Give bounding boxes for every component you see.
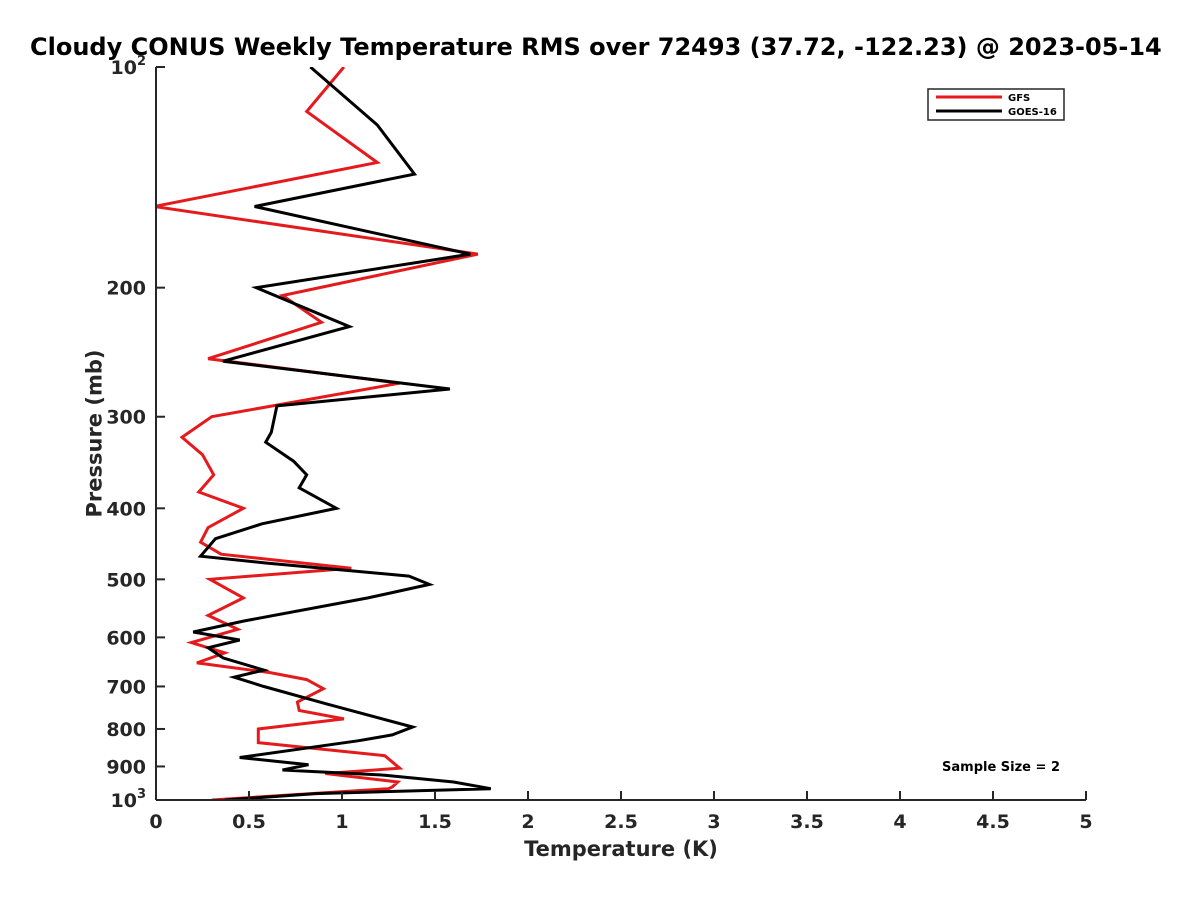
x-tick-label: 3.5: [790, 811, 824, 833]
y-tick-label: 400: [106, 498, 146, 520]
y-tick-label: 900: [106, 756, 146, 778]
x-tick-label: 3: [707, 811, 720, 833]
x-tick-label: 4.5: [976, 811, 1010, 833]
x-tick-label: 2.5: [604, 811, 638, 833]
plot-area: [156, 67, 492, 800]
x-tick-label: 5: [1079, 811, 1092, 833]
y-tick-label: 700: [106, 676, 146, 698]
legend-box: [927, 88, 1065, 121]
y-tick-label: 102: [111, 54, 147, 79]
legend-label: GFS: [1008, 93, 1030, 104]
y-tick-label: 103: [111, 787, 147, 812]
y-tick-label: 500: [106, 569, 146, 591]
y-tick-label: 600: [106, 627, 146, 649]
x-tick-label: 0: [149, 811, 162, 833]
x-tick-label: 4: [893, 811, 906, 833]
y-axis-label: Pressure (mb): [82, 350, 106, 518]
axes: 0 0.5 1 1.5 2 2.5 3 3.5 4 4.5 5 102 200 300 400 500 600 7…: [106, 54, 1092, 833]
chart-title: Cloudy CONUS Weekly Temperature RMS over…: [30, 33, 1162, 61]
x-tick-label: 1.5: [418, 811, 452, 833]
series-line-gfs: [156, 67, 479, 800]
series-line-goes-16: [192, 67, 492, 800]
x-tick-label: 2: [521, 811, 534, 833]
x-axis-label: Temperature (K): [524, 837, 718, 861]
sample-size-annotation: Sample Size = 2: [942, 760, 1060, 775]
x-tick-label: 0.5: [232, 811, 266, 833]
x-tick-label: 1: [335, 811, 348, 833]
y-tick-label: 800: [106, 719, 146, 741]
y-tick-label: 200: [106, 278, 146, 300]
legend-label: GOES-16: [1008, 107, 1057, 118]
legend: GFS GOES-16: [927, 88, 1065, 121]
y-tick-label: 300: [106, 407, 146, 429]
